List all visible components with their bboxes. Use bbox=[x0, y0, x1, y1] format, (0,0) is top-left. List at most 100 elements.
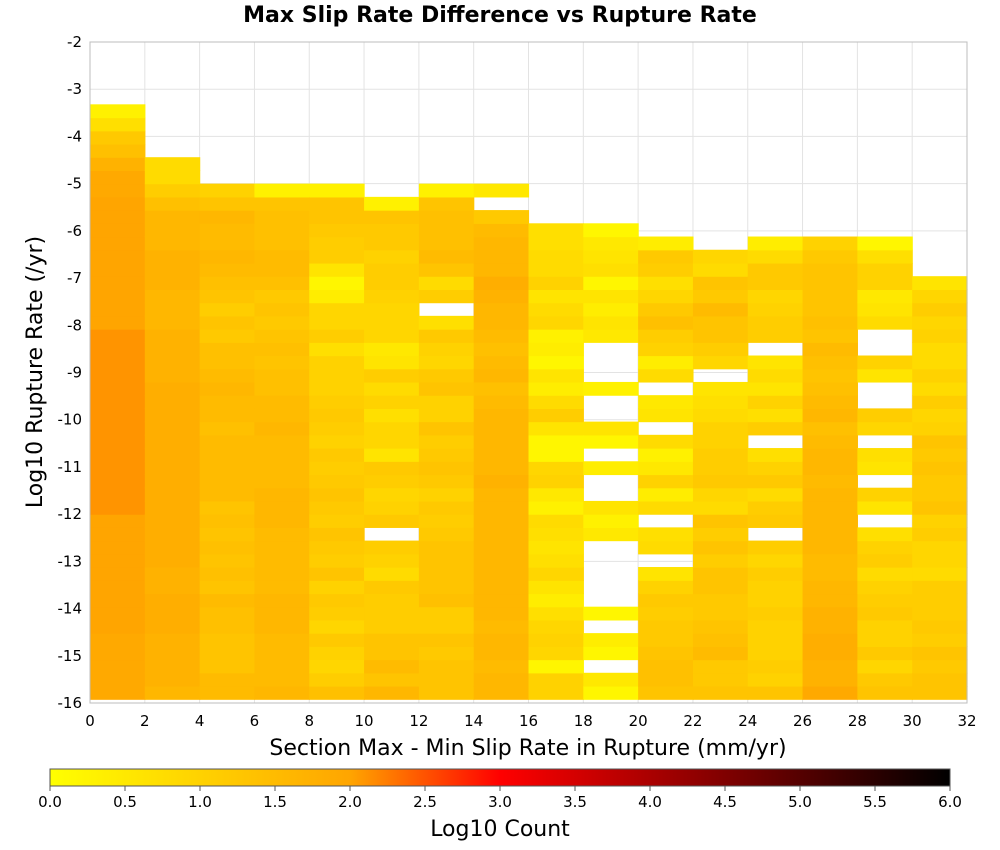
heatmap-cell bbox=[144, 196, 201, 211]
heatmap-cell bbox=[364, 395, 420, 409]
heatmap-cell bbox=[638, 368, 694, 383]
heatmap-cell bbox=[692, 408, 749, 423]
heatmap-cell bbox=[309, 236, 365, 251]
heatmap-cell bbox=[747, 395, 804, 409]
heatmap-cell bbox=[254, 315, 310, 330]
heatmap-cell bbox=[473, 580, 530, 595]
heatmap-cell bbox=[473, 567, 530, 581]
heatmap-cell bbox=[528, 686, 584, 700]
heatmap-cell bbox=[473, 619, 530, 634]
heatmap-cell bbox=[254, 500, 310, 515]
heatmap-cell bbox=[583, 461, 639, 476]
heatmap-cell bbox=[309, 289, 365, 304]
heatmap-cell bbox=[90, 580, 146, 595]
heatmap-cell bbox=[144, 461, 201, 476]
heatmap-cell bbox=[199, 487, 256, 502]
heatmap-cell bbox=[747, 289, 804, 304]
heatmap-cell bbox=[692, 567, 749, 581]
heatmap-cell bbox=[912, 527, 968, 542]
heatmap-cell bbox=[802, 315, 858, 330]
heatmap-cell bbox=[90, 183, 146, 198]
heatmap-cell bbox=[802, 249, 858, 264]
heatmap-cell bbox=[90, 368, 146, 383]
heatmap-cell bbox=[90, 434, 146, 449]
heatmap-cell bbox=[90, 421, 146, 436]
heatmap-cell bbox=[90, 157, 146, 172]
heatmap-cell bbox=[144, 315, 201, 330]
y-tick-label: -11 bbox=[58, 458, 83, 476]
heatmap-cell bbox=[418, 289, 475, 304]
heatmap-cell bbox=[418, 196, 475, 211]
heatmap-cell bbox=[583, 527, 639, 542]
heatmap-cell bbox=[473, 183, 530, 198]
heatmap-cell bbox=[309, 276, 365, 290]
colorbar-tick-label: 3.0 bbox=[488, 793, 512, 811]
heatmap-cell bbox=[364, 289, 420, 304]
heatmap-cell bbox=[309, 368, 365, 383]
y-tick-label: -13 bbox=[58, 552, 83, 570]
heatmap-cell bbox=[857, 580, 913, 595]
x-tick-label: 14 bbox=[464, 712, 483, 730]
heatmap-cell bbox=[802, 580, 858, 595]
heatmap-cell bbox=[90, 672, 146, 687]
heatmap-cell bbox=[583, 276, 639, 290]
heatmap-cell bbox=[692, 659, 749, 674]
heatmap-cell bbox=[638, 619, 694, 634]
heatmap-cell bbox=[638, 487, 694, 502]
heatmap-cell bbox=[364, 461, 420, 476]
x-tick-label: 12 bbox=[409, 712, 428, 730]
heatmap-cell bbox=[90, 236, 146, 251]
heatmap-cell bbox=[309, 434, 365, 449]
heatmap-cells bbox=[90, 104, 968, 700]
heatmap-cell bbox=[802, 672, 858, 687]
heatmap-cell bbox=[857, 606, 913, 621]
heatmap-cell bbox=[528, 262, 584, 277]
heatmap-cell bbox=[90, 355, 146, 370]
heatmap-cell bbox=[583, 249, 639, 264]
heatmap-cell bbox=[144, 210, 201, 224]
heatmap-cell bbox=[528, 606, 584, 621]
heatmap-cell bbox=[90, 500, 146, 515]
heatmap-cell bbox=[144, 381, 201, 396]
heatmap-cell bbox=[199, 223, 256, 238]
colorbar-tick-label: 4.0 bbox=[638, 793, 662, 811]
heatmap-cell bbox=[364, 487, 420, 502]
heatmap-cell bbox=[364, 580, 420, 595]
heatmap-cell bbox=[473, 500, 530, 515]
heatmap-cell bbox=[692, 381, 749, 396]
heatmap-cell bbox=[747, 514, 804, 528]
heatmap-cell bbox=[144, 302, 201, 317]
heatmap-cell bbox=[254, 633, 310, 647]
heatmap-cell bbox=[309, 633, 365, 647]
heatmap-cell bbox=[90, 686, 146, 700]
heatmap-cell bbox=[254, 553, 310, 568]
heatmap-cell bbox=[747, 474, 804, 489]
heatmap-cell bbox=[638, 355, 694, 370]
heatmap-cell bbox=[199, 461, 256, 476]
heatmap-cell bbox=[473, 633, 530, 647]
heatmap-cell bbox=[364, 567, 420, 581]
heatmap-cell bbox=[857, 553, 913, 568]
heatmap-cell bbox=[90, 408, 146, 423]
heatmap-cell bbox=[90, 659, 146, 674]
heatmap-cell bbox=[528, 646, 584, 661]
heatmap-cell bbox=[473, 368, 530, 383]
heatmap-cell bbox=[418, 315, 475, 330]
heatmap-cell bbox=[254, 514, 310, 528]
heatmap-cell bbox=[309, 315, 365, 330]
heatmap-cell bbox=[528, 659, 584, 674]
heatmap-cell bbox=[473, 262, 530, 277]
x-tick-label: 26 bbox=[793, 712, 812, 730]
heatmap-cell bbox=[857, 567, 913, 581]
heatmap-cell bbox=[254, 540, 310, 555]
heatmap-cell bbox=[528, 567, 584, 581]
heatmap-cell bbox=[254, 619, 310, 634]
heatmap-cell bbox=[473, 421, 530, 436]
heatmap-cell bbox=[692, 580, 749, 595]
heatmap-cell bbox=[747, 448, 804, 462]
heatmap-cell bbox=[747, 553, 804, 568]
heatmap-cell bbox=[364, 553, 420, 568]
heatmap-cell bbox=[144, 236, 201, 251]
heatmap-cell bbox=[418, 593, 475, 608]
heatmap-cell bbox=[309, 606, 365, 621]
